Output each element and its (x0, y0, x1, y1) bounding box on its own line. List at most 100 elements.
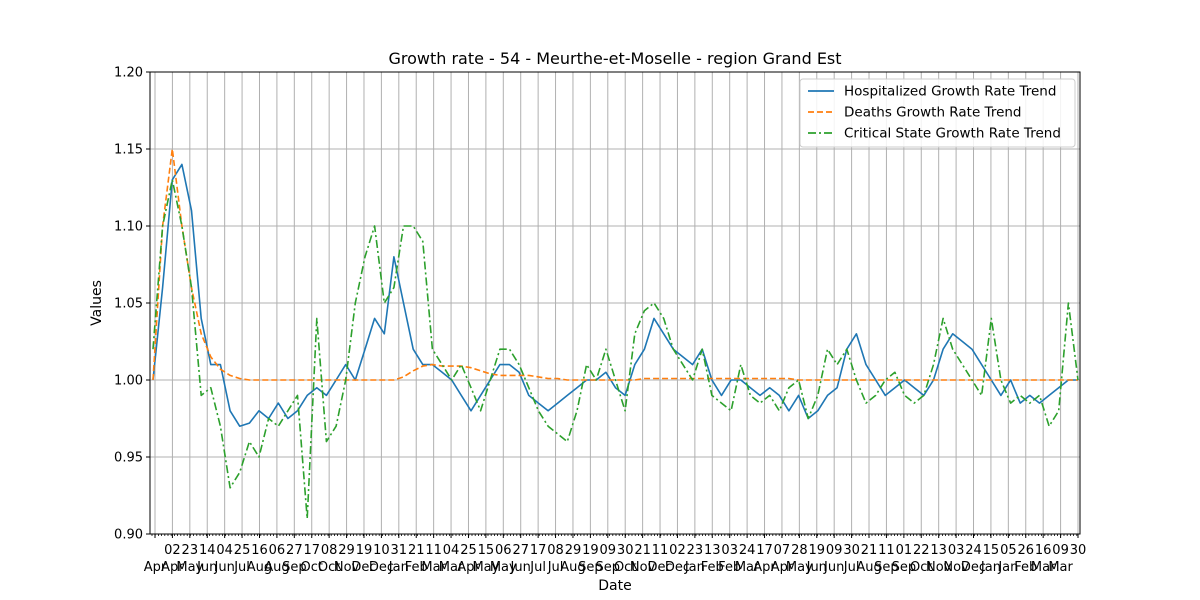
x-tick-label-day: 08 (321, 543, 338, 558)
x-tick-label-day: 09 (1052, 543, 1069, 558)
x-tick-label-month: Dec (665, 560, 690, 575)
x-tick-label-month: Mar (735, 560, 760, 575)
x-tick-label-day: 04 (443, 543, 460, 558)
x-tick-label-month: Dec (647, 560, 672, 575)
series-line-1 (152, 148, 1078, 381)
x-tick-label-month: Aug (856, 560, 881, 575)
x-tick-label-month: Nov (630, 560, 656, 575)
x-tick-label-month: May (176, 560, 203, 575)
x-tick-label-day: 30 (617, 543, 634, 558)
y-tick-label: 0.90 (114, 528, 143, 543)
chart-title: Growth rate - 54 - Meurthe-et-Moselle - … (388, 49, 841, 68)
y-axis: 0.90 0.95 1.00 1.05 1.10 1.15 1.20 (114, 66, 150, 543)
legend-box (799, 78, 1076, 148)
x-tick-label-day: 22 (913, 543, 930, 558)
x-tick-label-month: Sep (578, 560, 603, 575)
x-tick-label-day: 13 (930, 543, 947, 558)
x-tick-label-day: 21 (634, 543, 651, 558)
x-tick-label-month: Apr (457, 560, 480, 575)
x-tick-label-day: 11 (878, 543, 895, 558)
x-tick-label-day: 10 (373, 543, 390, 558)
x-tick-label-day: 26 (1017, 543, 1034, 558)
x-tick-label-month: Dec (351, 560, 376, 575)
x-tick-label-month: Mar (1031, 560, 1056, 575)
x-tick-label-month: Mar (421, 560, 446, 575)
x-tick-label-month: Oct (910, 560, 932, 575)
x-tick-label-day: 01 (896, 543, 913, 558)
x-tick-label-month: May (786, 560, 813, 575)
x-tick-label-day: 28 (791, 543, 808, 558)
x-tick-label-day: 27 (286, 543, 303, 558)
x-tick-label-month: Jun (510, 560, 531, 575)
x-tick-label-month: Mar (1048, 560, 1073, 575)
x-tick-label-month: Nov (926, 560, 952, 575)
x-tick-label-day: 30 (843, 543, 860, 558)
x-tick-label-day: 11 (425, 543, 442, 558)
x-tick-label-month: Sep (596, 560, 621, 575)
x-tick-label-month: Apr (771, 560, 794, 575)
grid (150, 71, 1080, 535)
legend-label-1: Deaths Growth Rate Trend (844, 105, 1022, 121)
x-tick-label-day: 21 (408, 543, 425, 558)
x-tick-label-month: Mar (439, 560, 464, 575)
x-tick-label-day: 13 (704, 543, 721, 558)
x-tick-label-day: 19 (582, 543, 599, 558)
x-tick-label-day: 03 (721, 543, 738, 558)
x-tick-label-month: Oct (318, 560, 340, 575)
x-tick-label-day: 08 (547, 543, 564, 558)
y-tick-label: 1.20 (114, 66, 143, 81)
legend-label-2: Critical State Growth Rate Trend (844, 126, 1061, 142)
x-tick-label-day: 06 (269, 543, 286, 558)
x-tick-label-month: Feb (405, 560, 428, 575)
x-tick-label-day: 03 (948, 543, 965, 558)
x-tick-label-day: 31 (391, 543, 408, 558)
y-tick-label: 0.95 (114, 451, 143, 466)
x-tick-label-day: 16 (1035, 543, 1052, 558)
x-tick-label-month: Sep (282, 560, 307, 575)
x-tick-label-month: Jan (980, 560, 1001, 575)
x-tick-label-month: Jun (823, 560, 844, 575)
legend: Hospitalized Growth Rate Trend Deaths Gro… (799, 78, 1076, 148)
x-tick-label-day: 16 (251, 543, 268, 558)
x-tick-label-month: Feb (718, 560, 741, 575)
x-axis: Apr02Apr23May14Jun04Jun25Jul16Aug06Aug27… (144, 534, 1086, 575)
y-tick-label: 1.00 (114, 374, 143, 389)
y-tick-label: 1.10 (114, 220, 143, 235)
x-tick-label-day: 07 (774, 543, 791, 558)
x-tick-label-month: Sep (874, 560, 899, 575)
x-tick-label-month: Apr (161, 560, 184, 575)
x-tick-label-day: 15 (478, 543, 495, 558)
x-tick-label-month: Dec (961, 560, 986, 575)
y-tick-label: 1.05 (114, 297, 143, 312)
x-tick-label-month: Apr (144, 560, 167, 575)
x-tick-label-day: 09 (600, 543, 617, 558)
x-tick-label-day: 06 (495, 543, 512, 558)
x-tick-label-month: Aug (560, 560, 585, 575)
series-line-2 (152, 179, 1079, 520)
y-axis-label: Values (89, 280, 105, 326)
x-tick-label-day: 19 (809, 543, 826, 558)
x-tick-label-month: Jan (997, 560, 1018, 575)
x-axis-label: Date (598, 578, 631, 594)
x-tick-label-day: 05 (1000, 543, 1017, 558)
x-tick-label-month: May (472, 560, 499, 575)
x-tick-label-day: 02 (669, 543, 686, 558)
x-tick-label-month: Nov (943, 560, 969, 575)
x-tick-label-month: May (490, 560, 517, 575)
x-tick-label-day: 21 (861, 543, 878, 558)
x-tick-label-day: 23 (687, 543, 704, 558)
x-tick-label-day: 04 (216, 543, 233, 558)
x-tick-label-day: 23 (182, 543, 199, 558)
x-tick-label-month: Aug (264, 560, 289, 575)
legend-label-0: Hospitalized Growth Rate Trend (844, 84, 1056, 100)
x-tick-label-day: 29 (565, 543, 582, 558)
x-tick-label-day: 17 (756, 543, 773, 558)
x-tick-label-month: Feb (701, 560, 724, 575)
y-tick-label: 1.15 (114, 143, 143, 158)
x-tick-label-month: Sep (892, 560, 917, 575)
x-tick-label-day: 14 (199, 543, 216, 558)
x-tick-label-month: Jul (529, 560, 546, 575)
x-tick-label-month: Jul (547, 560, 564, 575)
x-tick-label-month: Jan (388, 560, 409, 575)
